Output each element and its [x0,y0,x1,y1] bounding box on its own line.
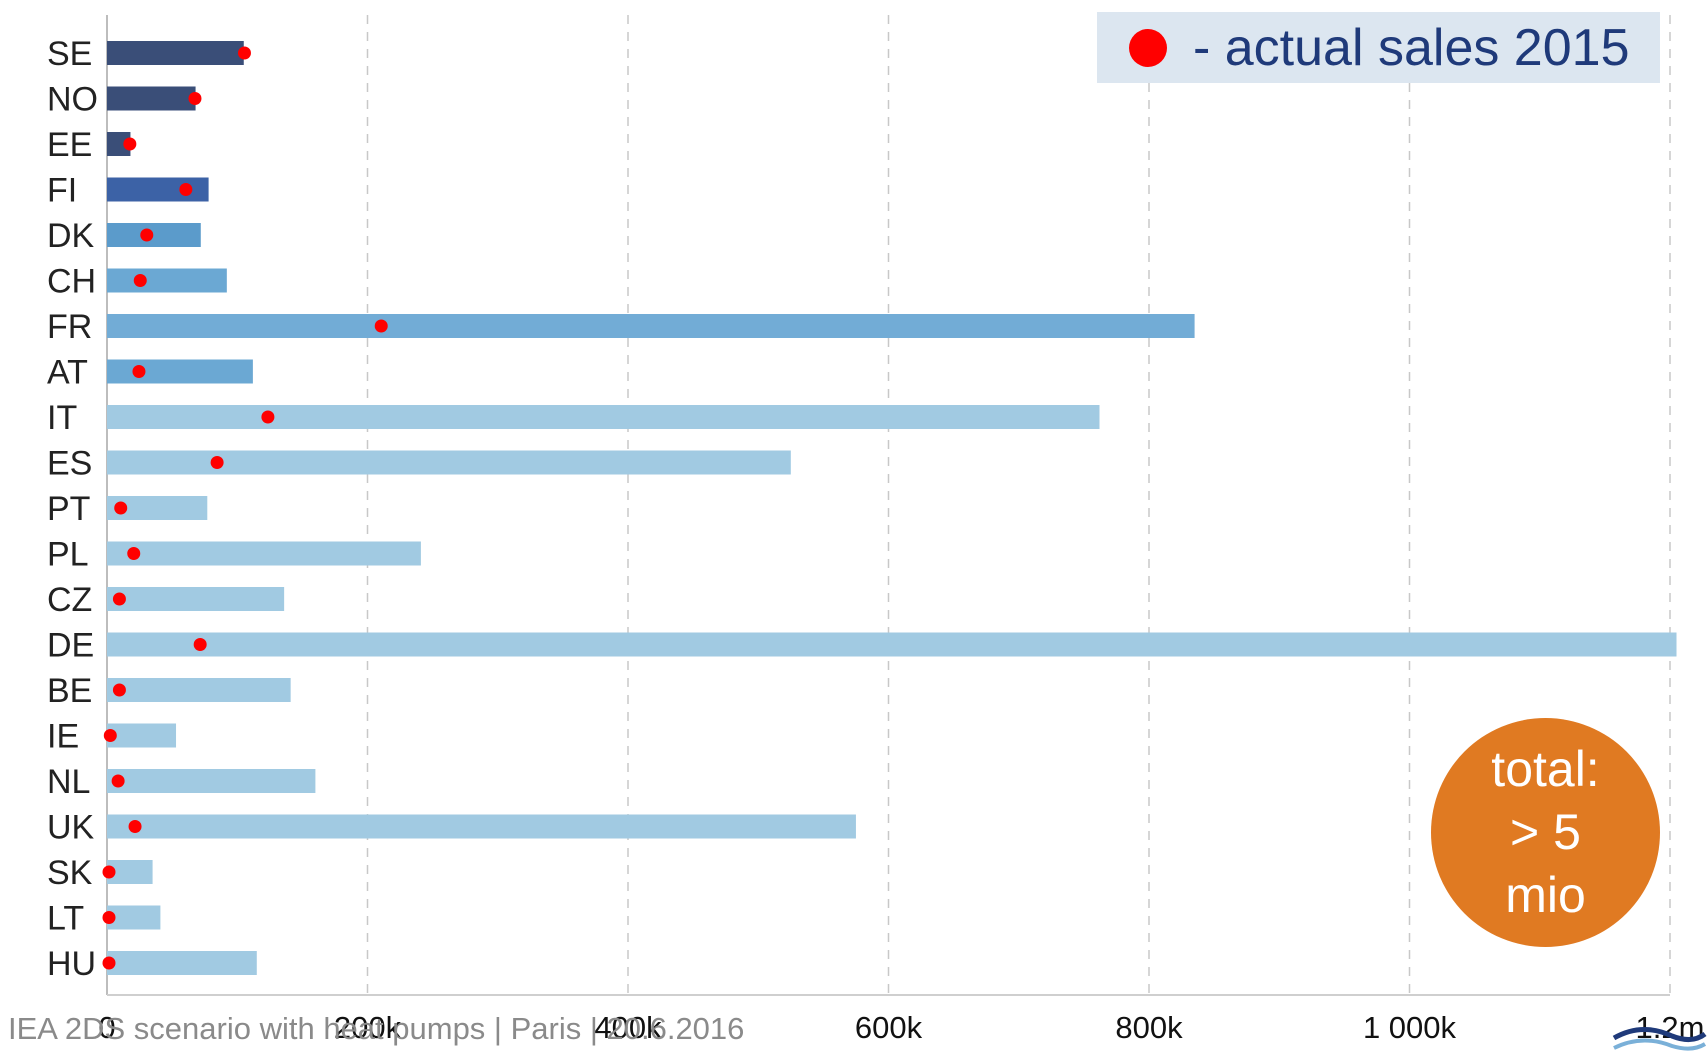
actual-sales-dot [188,92,202,105]
category-label: CZ [47,581,92,619]
legend: - actual sales 2015 [1097,12,1660,83]
bar [107,632,1677,657]
bar [107,541,421,566]
category-label: SK [47,854,93,892]
category-label: EE [47,126,92,164]
category-label: FR [47,308,92,346]
bar [107,587,285,611]
actual-sales-dot [128,820,142,833]
actual-sales-dot [140,228,154,242]
category-label: SE [47,35,92,73]
category-label: DK [47,217,95,255]
logo-icon [1612,1027,1707,1051]
x-tick-label: 400k [594,1010,662,1045]
bar [107,268,227,293]
category-label: HU [47,945,96,983]
bar [107,132,131,156]
category-label: AT [47,354,88,392]
actual-sales-dot [112,683,126,697]
bar [107,405,1100,429]
category-label: DE [47,627,94,665]
category-label: PL [47,536,89,574]
actual-sales-dot [179,183,193,196]
bar [107,678,291,702]
x-tick-label: 1 000k [1363,1010,1457,1045]
category-label: BE [47,672,92,710]
category-label: FI [47,172,77,210]
category-label: NO [47,81,98,119]
bar [107,723,177,748]
actual-sales-dot [102,956,116,970]
actual-sales-dot [132,365,146,378]
bar [107,177,209,202]
x-tick-label: 800k [1115,1010,1183,1045]
actual-sales-dot [111,774,125,788]
category-label: PT [47,490,90,528]
bar [107,314,1195,338]
total-line-2: > 5 [1510,804,1581,860]
bar [107,905,161,930]
actual-sales-dot [123,137,137,151]
actual-sales-dot [102,911,116,924]
total-line-3: mio [1505,867,1586,923]
category-label: NL [47,763,90,801]
bar [107,223,201,247]
actual-sales-dot [112,592,126,606]
bar [107,814,856,839]
actual-sales-dot [127,547,141,560]
bar [107,450,791,475]
actual-sales-dot [114,501,128,515]
actual-sales-dot [261,410,275,424]
bar [107,86,196,111]
bar [107,359,253,384]
actual-sales-dot [237,46,251,60]
category-label: UK [47,809,95,847]
category-label: IE [47,718,79,756]
category-label: ES [47,445,92,483]
bar [107,769,316,793]
category-label: LT [47,900,84,938]
legend-dot-icon [1129,28,1167,67]
x-tick-label: 0 [98,1010,115,1045]
actual-sales-dot [133,274,147,287]
category-label: IT [47,399,77,437]
x-tick-label: 200k [334,1010,402,1045]
category-label: CH [47,263,96,301]
actual-sales-dot [103,729,117,742]
footer-text: IEA 2DS scenario with heat pumps | Paris… [8,1011,745,1046]
legend-label: - actual sales 2015 [1193,18,1630,77]
actual-sales-dot [102,865,116,879]
actual-sales-dot [193,638,207,651]
bar [107,41,244,65]
actual-sales-dot [374,319,388,333]
bar [107,951,257,975]
total-badge: total: > 5 mio [1431,718,1660,947]
total-line-1: total: [1491,741,1600,797]
x-tick-label: 600k [855,1010,923,1045]
actual-sales-dot [210,456,224,469]
